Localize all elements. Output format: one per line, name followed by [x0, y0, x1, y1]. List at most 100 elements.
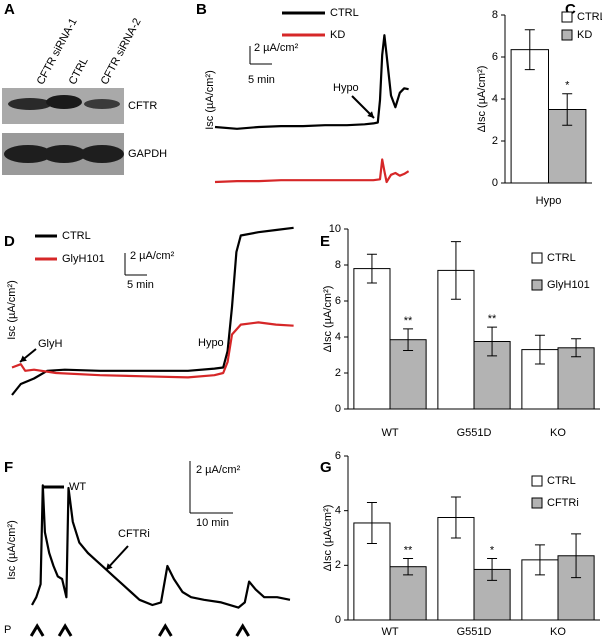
legend-label: CTRL — [577, 11, 602, 23]
legend-label: KD — [330, 29, 345, 41]
panel-label: D — [4, 233, 15, 250]
band — [80, 145, 124, 163]
trace — [214, 158, 410, 184]
y-tick-label: 2 — [492, 135, 498, 147]
row-label: CFTR — [128, 100, 157, 112]
x-tick-label: KO — [550, 427, 566, 439]
bar — [510, 49, 549, 184]
band — [8, 98, 52, 110]
significance: ** — [404, 315, 413, 327]
marker-arrow — [235, 623, 250, 637]
legend-swatch — [561, 29, 573, 41]
y-tick-label: 4 — [335, 331, 341, 343]
y-tick-label: 2 — [335, 367, 341, 379]
panel-label: F — [4, 459, 13, 476]
y-tick-label: 6 — [492, 51, 498, 63]
y-axis-label: Isc (µA/cm²) — [6, 280, 18, 340]
legend-label: CTRL — [62, 230, 91, 242]
scale-label: 2 µA/cm² — [254, 42, 299, 54]
legend-label: GlyH101 — [547, 279, 590, 291]
y-axis-label: ΔIsc (µA/cm²) — [476, 66, 488, 133]
error-bar — [450, 496, 461, 539]
annotation: GlyH — [38, 338, 63, 350]
marker-arrow — [57, 623, 73, 637]
panel-label: A — [4, 1, 15, 18]
y-axis-label: ΔIsc (µA/cm²) — [322, 505, 334, 572]
x-tick-label: G551D — [457, 427, 492, 439]
x-tick-label: WT — [381, 626, 398, 638]
trace — [214, 34, 409, 130]
panel-label: G — [320, 459, 332, 476]
panel-label: C — [565, 1, 576, 18]
legend-swatch — [561, 11, 573, 23]
legend-label: WT — [69, 481, 86, 493]
y-tick-label: 0 — [335, 403, 341, 415]
x-tick-label: Hypo — [536, 195, 562, 207]
y-tick-label: 6 — [335, 295, 341, 307]
error-bar — [366, 501, 377, 544]
band — [84, 99, 120, 109]
lane-label: CFTR siRNA-2 — [99, 16, 144, 86]
y-tick-label: 4 — [335, 505, 341, 517]
y-tick-label: 8 — [492, 9, 498, 21]
marker-arrow — [29, 623, 45, 637]
error-bar — [450, 241, 461, 300]
significance: ** — [488, 313, 497, 325]
band — [42, 145, 86, 163]
row-label: GAPDH — [128, 148, 167, 160]
marker-arrow — [158, 623, 173, 637]
trace — [11, 226, 294, 396]
y-tick-label: 6 — [335, 450, 341, 462]
bar — [557, 347, 595, 410]
error-bar — [534, 334, 545, 365]
x-tick-label: KO — [550, 626, 566, 638]
y-tick-label: 4 — [492, 93, 498, 105]
scale-label: 5 min — [127, 279, 154, 291]
legend-label: CTRL — [547, 252, 576, 264]
legend-label: GlyH101 — [62, 253, 105, 265]
scale-label: 10 min — [196, 517, 229, 529]
trace — [31, 484, 291, 609]
error-bar — [487, 326, 498, 357]
legend-label: CFTRi — [547, 497, 579, 509]
error-bar — [403, 558, 414, 576]
bar — [353, 268, 391, 410]
panel-label: B — [196, 1, 207, 18]
legend-label: KD — [577, 29, 592, 41]
arrow-head — [367, 111, 374, 118]
band — [46, 95, 82, 109]
scale-label: 5 min — [248, 74, 275, 86]
arrow-head — [20, 355, 27, 362]
legend-swatch — [531, 252, 543, 264]
scale-label: 2 µA/cm² — [130, 250, 175, 262]
y-tick-label: 8 — [335, 259, 341, 271]
legend-swatch — [531, 279, 543, 291]
error-bar — [487, 558, 498, 581]
annotation: Hypo — [333, 82, 359, 94]
y-axis-label: Isc (µA/cm²) — [6, 520, 18, 580]
annotation: Hypo — [198, 337, 224, 349]
legend-label: CTRL — [547, 475, 576, 487]
legend-swatch — [531, 475, 543, 487]
y-axis-label: ΔIsc (µA/cm²) — [322, 286, 334, 353]
significance: * — [565, 80, 570, 92]
significance: ** — [404, 544, 413, 556]
y-tick-label: 2 — [335, 559, 341, 571]
x-tick-label: WT — [381, 427, 398, 439]
y-tick-label: 0 — [492, 177, 498, 189]
scale-label: 2 µA/cm² — [196, 464, 241, 476]
band — [4, 145, 52, 163]
error-bar — [562, 93, 573, 126]
significance: * — [490, 544, 495, 556]
panel-label: E — [320, 233, 330, 250]
bar — [389, 566, 427, 621]
y-tick-label: 10 — [329, 223, 341, 235]
trace — [11, 321, 294, 379]
annotation: P — [4, 624, 11, 636]
annotation: CFTRi — [118, 528, 150, 540]
arrow-head — [106, 563, 113, 570]
error-bar — [366, 253, 377, 284]
legend-label: CTRL — [330, 7, 359, 19]
error-bar — [524, 29, 535, 71]
